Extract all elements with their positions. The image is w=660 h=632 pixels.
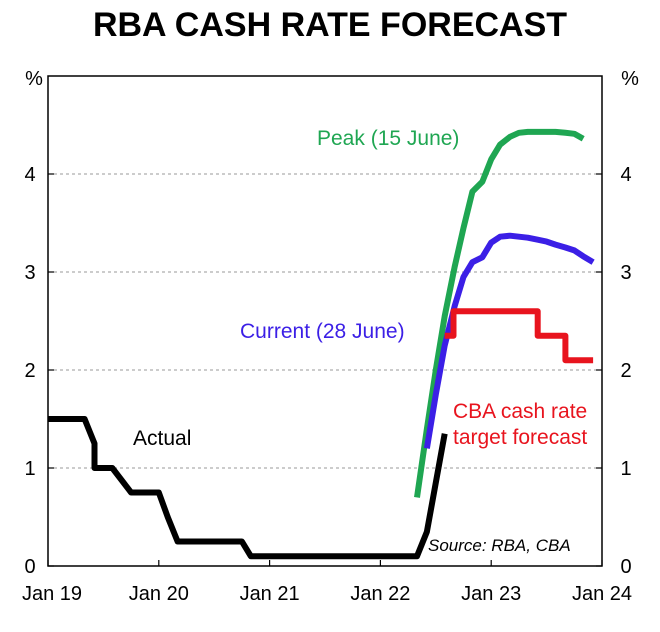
y-tick-label-left: 3 [24, 262, 35, 284]
annotation-current: Current (28 June) [240, 320, 405, 343]
annotation-peak: Peak (15 June) [317, 127, 459, 150]
y-tick-label-right: 2 [620, 360, 631, 382]
series-current-line [423, 232, 595, 449]
x-tick-label: Jan 19 [22, 583, 82, 605]
annotation-cba-line1: CBA cash rate [453, 400, 587, 423]
x-tick-label: Jan 21 [240, 583, 300, 605]
annotation-actual: Actual [133, 427, 191, 450]
right-unit-label: % [621, 68, 639, 90]
series-actual-line [48, 416, 448, 560]
x-tick-label: Jan 24 [572, 583, 632, 605]
chart-title: RBA CASH RATE FORECAST [93, 6, 567, 44]
x-tick-label: Jan 23 [461, 583, 521, 605]
y-tick-label-right: 0 [620, 556, 631, 578]
plot-frame [47, 75, 603, 567]
y-tick-label-right: 4 [620, 164, 631, 186]
x-tick-label: Jan 22 [350, 583, 410, 605]
y-tick-label-left: 1 [24, 458, 35, 480]
y-tick-label-right: 3 [620, 262, 631, 284]
y-tick-label-left: 0 [24, 556, 35, 578]
x-tick-label: Jan 20 [129, 583, 189, 605]
gridlines [48, 173, 602, 469]
series-peak-line [414, 128, 585, 498]
annotation-cba-line2: target forecast [453, 426, 587, 449]
y-tick-label-left: 2 [24, 360, 35, 382]
y-tick-label-left: 4 [24, 164, 35, 186]
series-lines [48, 128, 595, 560]
y-tick-label-right: 1 [620, 458, 631, 480]
axis-ticks: 0 0 1 1 2 2 3 3 4 4 Jan 19 Jan 20 Jan 21 Jan 22 Jan 23… [22, 164, 632, 605]
left-unit-label: % [25, 68, 43, 90]
series-cba-forecast-line [444, 308, 594, 364]
source-note: Source: RBA, CBA [428, 536, 571, 555]
